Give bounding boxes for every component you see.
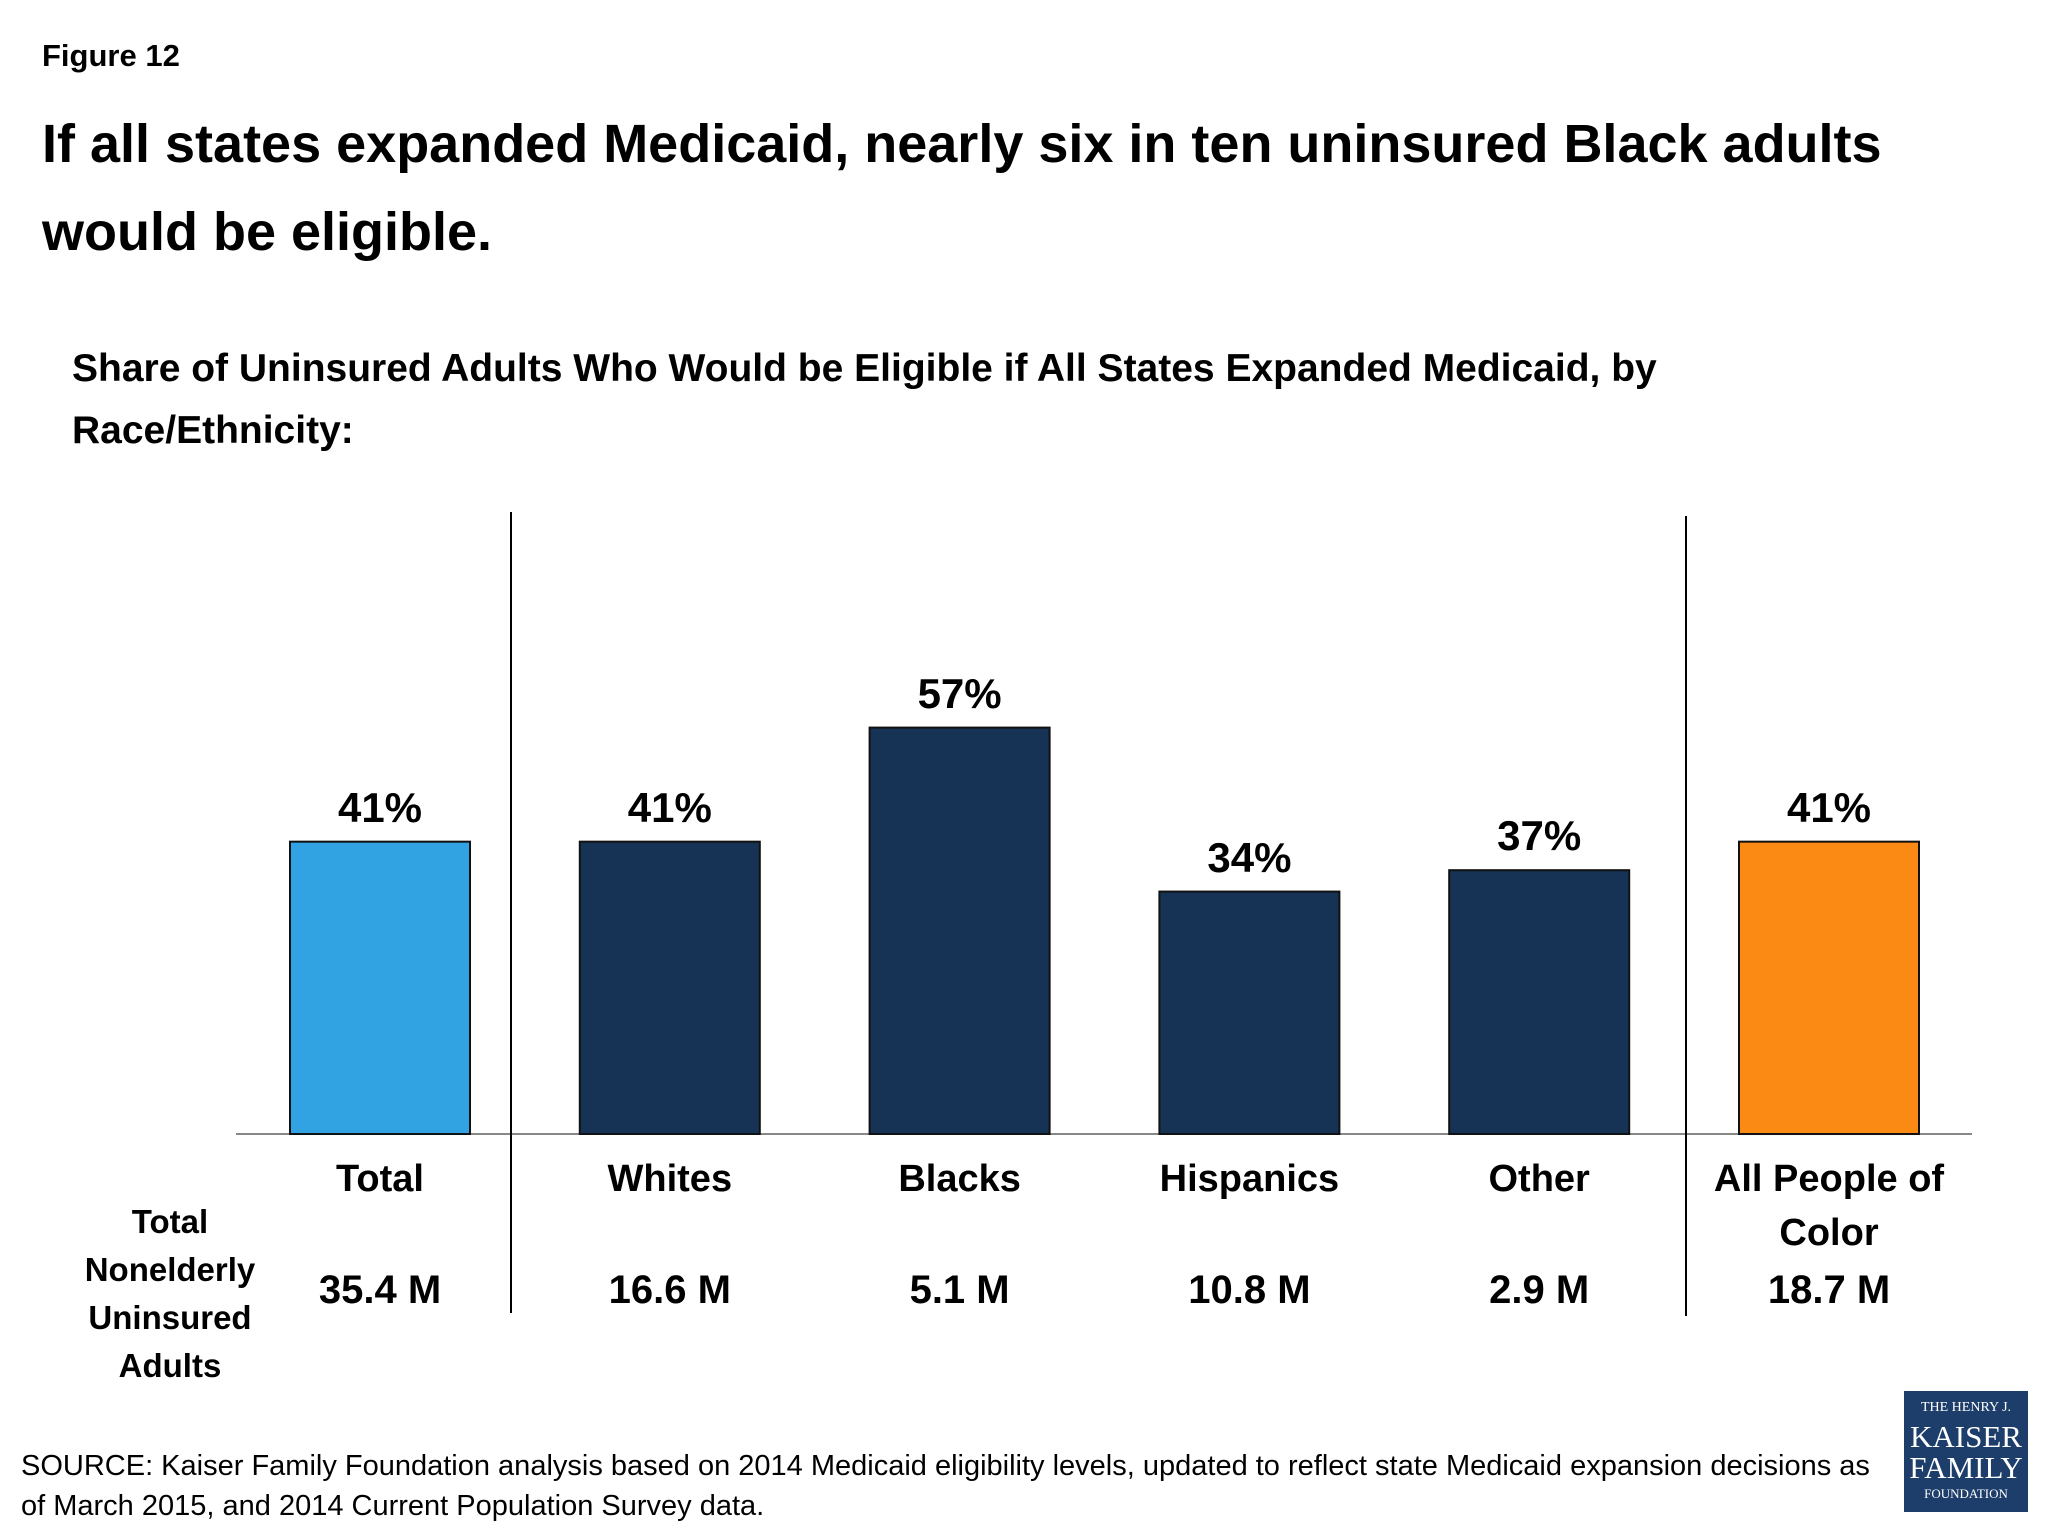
x-tick-label: All People of Color: [1713, 1158, 1945, 1254]
value-label: 41%: [1786, 783, 1872, 831]
row-value: 18.7 M: [1767, 1268, 1891, 1312]
bar: [578, 840, 761, 1135]
logo-text: FAMILY: [1909, 1450, 2023, 1485]
logo: THE HENRY J. KAISER FAMILY FOUNDATION: [1904, 1391, 2028, 1512]
chart-subtitle: Share of Uninsured Adults Who Would be E…: [72, 347, 1657, 452]
logo-text: FOUNDATION: [1924, 1486, 2008, 1501]
chart-title: If all states expanded Medicaid, nearly …: [42, 114, 1882, 262]
value-label: 34%: [1207, 833, 1292, 881]
bar: [1738, 840, 1920, 1135]
value-label: 41%: [627, 783, 712, 831]
row-value: 5.1 M: [909, 1268, 1010, 1312]
x-tick-label: Whites: [607, 1158, 733, 1200]
bar: [289, 840, 471, 1135]
bar: [1158, 890, 1341, 1136]
x-tick-label: Total: [336, 1158, 424, 1200]
x-tick-label: Hispanics: [1159, 1158, 1340, 1200]
value-label: 37%: [1497, 812, 1582, 860]
x-tick-label: Other: [1488, 1158, 1590, 1200]
bar: [1448, 869, 1631, 1135]
row-value: 35.4 M: [318, 1268, 442, 1312]
value-label: 57%: [917, 669, 1002, 717]
bar: [868, 726, 1051, 1136]
figure-label: Figure 12: [42, 38, 180, 73]
value-label: 41%: [337, 783, 423, 831]
row-value: 2.9 M: [1489, 1268, 1590, 1312]
row-value: 10.8 M: [1188, 1268, 1311, 1312]
row-label: Total Nonelderly Uninsured Adults: [84, 1203, 256, 1384]
source-note: SOURCE: Kaiser Family Foundation analysi…: [21, 1450, 1870, 1522]
x-tick-label: Blacks: [898, 1158, 1021, 1200]
logo-text: KAISER: [1910, 1419, 2022, 1454]
row-value: 16.6 M: [608, 1268, 731, 1312]
logo-text: THE HENRY J.: [1920, 1400, 2012, 1415]
